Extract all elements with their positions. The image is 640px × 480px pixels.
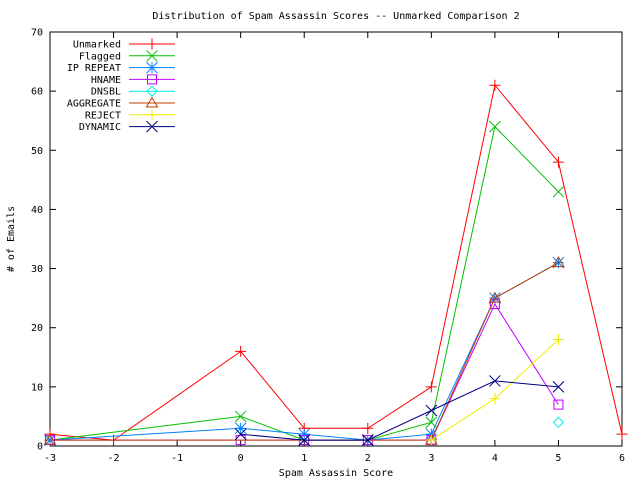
series-line-ip-repeat — [49, 262, 559, 441]
data-point-unmarked — [235, 345, 247, 357]
data-point-hname — [553, 399, 564, 410]
y-tick-label: 50 — [31, 146, 43, 157]
x-axis-label: Spam Assassin Score — [279, 468, 393, 479]
data-point-dynamic — [425, 404, 438, 417]
y-tick-label: 70 — [31, 28, 43, 39]
legend-label: Unmarked — [73, 40, 121, 51]
legend-label: IP REPEAT — [67, 63, 121, 74]
y-tick-label: 40 — [31, 205, 43, 216]
plot-frame — [49, 31, 623, 447]
data-point-hname — [489, 299, 500, 310]
data-point-aggregate — [488, 291, 502, 303]
data-point-flagged — [234, 410, 247, 423]
x-tick-label: 5 — [555, 453, 561, 464]
legend-marker-flagged — [146, 49, 158, 62]
y-axis-label: # of Emails — [6, 206, 17, 272]
legend-label: REJECT — [85, 110, 121, 121]
legend-marker-ip-repeat — [146, 61, 158, 74]
chart-title: Distribution of Spam Assassin Scores -- … — [152, 11, 519, 22]
plot-area — [43, 79, 628, 446]
data-point-unmarked — [425, 381, 437, 393]
data-point-ip-repeat — [234, 422, 247, 435]
data-point-reject — [489, 393, 501, 405]
series-line-flagged — [49, 125, 559, 441]
legend-marker-reject — [146, 109, 158, 121]
data-point-dynamic — [234, 428, 247, 441]
legend-marker-unmarked — [146, 38, 158, 50]
data-point-unmarked — [616, 428, 628, 440]
legend-label: AGGREGATE — [67, 99, 121, 110]
series-line-dynamic — [240, 380, 559, 441]
data-point-dnsbl — [552, 416, 565, 429]
x-tick-label: 4 — [492, 453, 498, 464]
data-point-unmarked — [362, 422, 374, 434]
legend-label: Flagged — [79, 51, 121, 62]
data-point-dynamic — [552, 381, 565, 393]
legend-marker-dynamic — [146, 120, 158, 133]
data-point-dynamic — [361, 434, 374, 446]
x-tick-label: 6 — [619, 453, 625, 464]
legend-label: DNSBL — [91, 87, 121, 98]
legend-label: DYNAMIC — [79, 122, 121, 133]
x-tick-label: -3 — [44, 453, 56, 464]
data-point-unmarked — [552, 156, 564, 168]
data-point-flagged — [552, 185, 565, 198]
y-tick-label: 30 — [31, 264, 43, 275]
y-tick-label: 0 — [37, 442, 43, 453]
legend-marker-hname — [147, 74, 157, 85]
y-tick-label: 20 — [31, 323, 43, 334]
y-tick-label: 60 — [31, 87, 43, 98]
x-tick-label: 1 — [301, 453, 307, 464]
x-tick-label: -2 — [108, 453, 120, 464]
data-point-flagged — [489, 120, 501, 133]
data-point-reject — [552, 334, 564, 346]
data-point-dynamic — [298, 434, 311, 446]
data-point-reject — [425, 434, 437, 446]
data-point-aggregate — [43, 433, 57, 445]
data-point-dynamic — [489, 375, 501, 387]
data-point-unmarked — [489, 79, 501, 91]
y-tick-label: 10 — [31, 382, 43, 393]
legend-label: HNAME — [91, 75, 121, 86]
data-point-ip-repeat — [552, 256, 565, 269]
x-tick-label: 0 — [238, 453, 244, 464]
series-line-reject — [431, 339, 559, 441]
x-tick-label: 3 — [428, 453, 434, 464]
data-point-aggregate — [552, 256, 565, 268]
series-line-aggregate — [50, 262, 559, 441]
data-point-ip-repeat — [298, 428, 311, 441]
series-line-unmarked — [49, 84, 623, 441]
legend-marker-dnsbl — [146, 85, 158, 97]
legend-marker-aggregate — [145, 96, 159, 108]
x-tick-label: 2 — [365, 453, 371, 464]
x-tick-label: -1 — [171, 453, 183, 464]
